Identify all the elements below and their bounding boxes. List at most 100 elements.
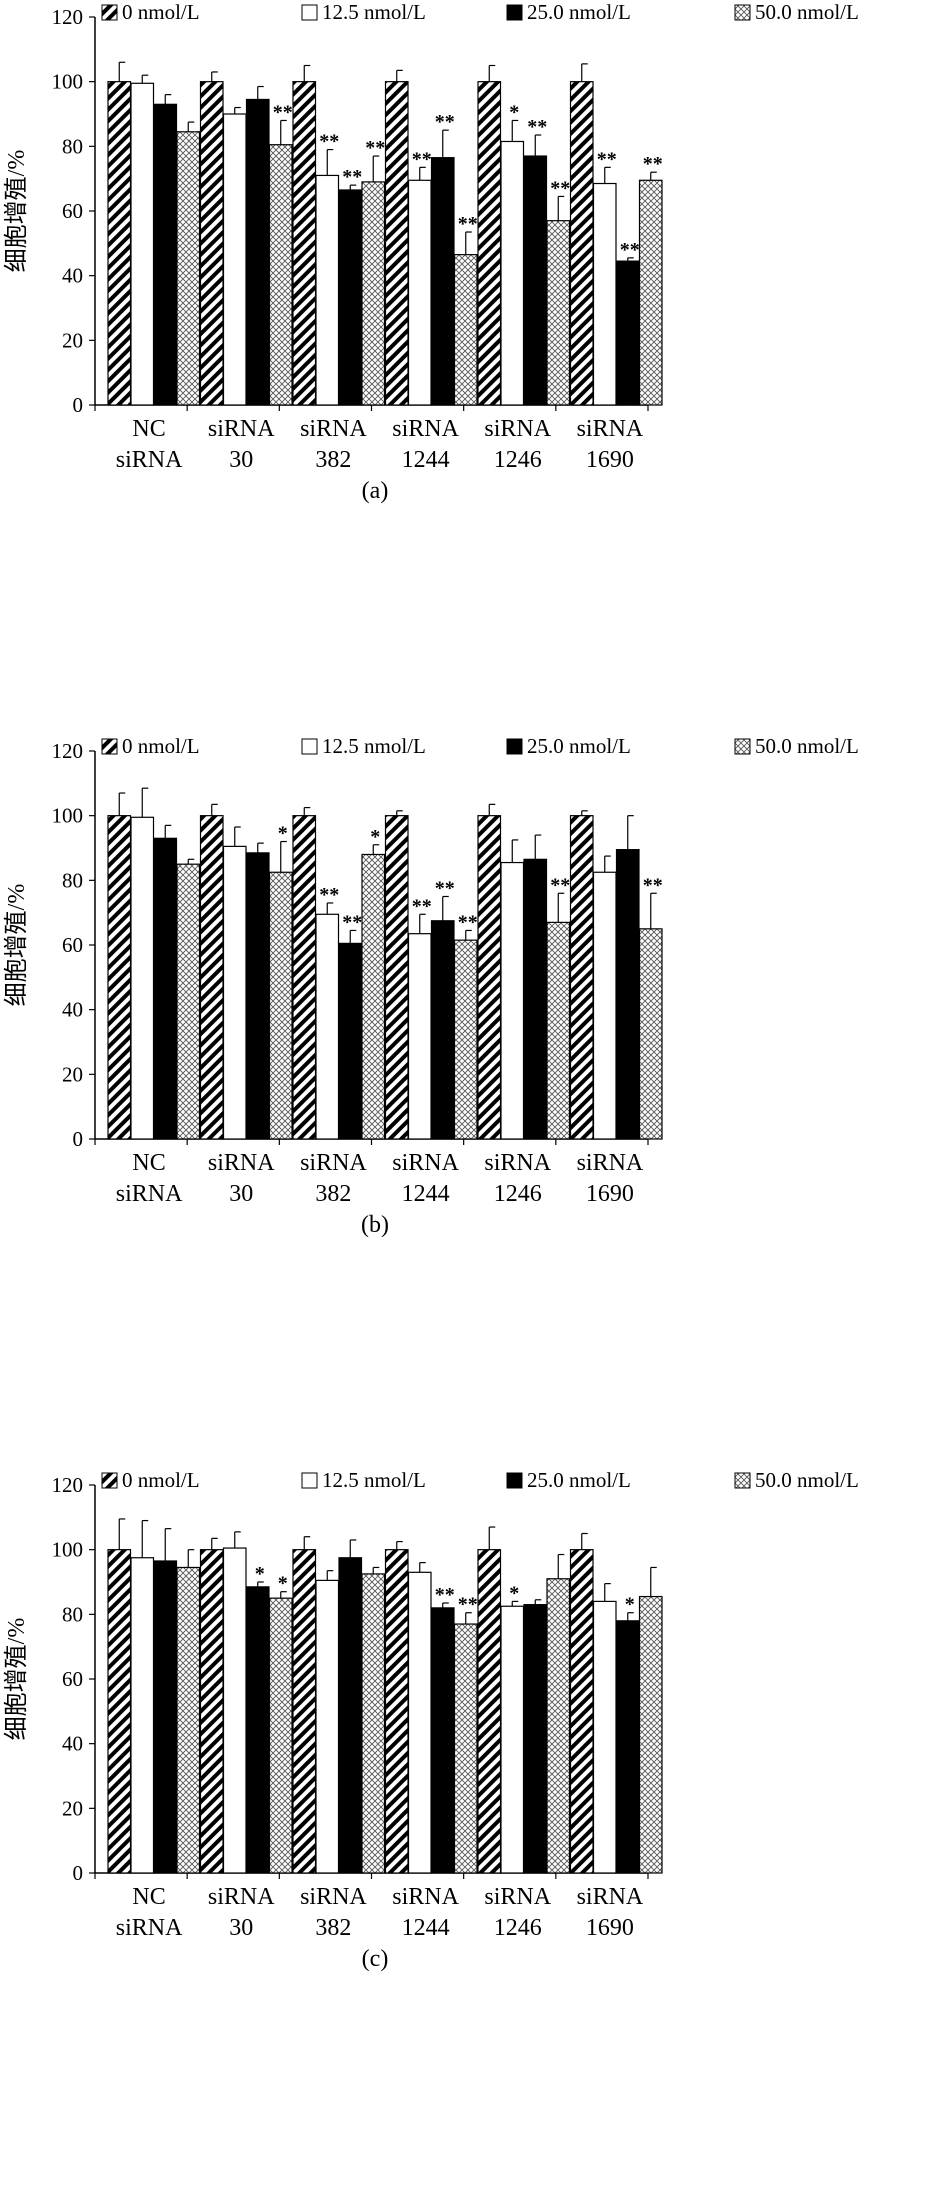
bar: [268, 1597, 293, 1874]
bar: [592, 182, 617, 406]
legend-swatch: [506, 738, 523, 755]
bar: [477, 81, 502, 406]
y-axis-title: 细胞增殖/%: [3, 1618, 30, 1741]
chart-panel: 0 nmol/L 12.5 nmol/L 25.0 nmol/L 50.0 nmol/…: [3, 0, 859, 504]
category-label: 382: [315, 1181, 351, 1207]
bar: [407, 933, 432, 1140]
y-tick-label: 120: [52, 5, 84, 29]
bar: [523, 858, 548, 1140]
bar: [430, 920, 455, 1140]
legend-label: 12.5 nmol/L: [322, 1468, 426, 1492]
bar: [384, 815, 409, 1140]
chart-panel: 0 nmol/L 12.5 nmol/L 25.0 nmol/L 50.0 nmol/…: [3, 1468, 859, 1972]
bar: [430, 157, 455, 406]
legend-label: 50.0 nmol/L: [755, 1468, 859, 1492]
bar: [453, 939, 478, 1140]
category-label: siRNA: [577, 1150, 644, 1176]
bar: [361, 1573, 386, 1874]
significance-mark: *: [509, 101, 519, 123]
category-label: siRNA: [300, 1150, 367, 1176]
category-label: 382: [315, 1915, 351, 1941]
category-label: siRNA: [577, 416, 644, 442]
category-label: siRNA: [484, 416, 551, 442]
significance-mark: **: [319, 884, 339, 906]
significance-mark: **: [550, 177, 570, 199]
y-tick-label: 60: [62, 1667, 83, 1691]
category-label: 1690: [586, 447, 634, 473]
bar: [384, 1549, 409, 1874]
bar: [107, 81, 132, 406]
legend-label: 12.5 nmol/L: [322, 734, 426, 758]
bar: [268, 144, 293, 406]
bar: [384, 81, 409, 406]
category-label: 30: [229, 1181, 253, 1207]
significance-mark: *: [509, 1582, 519, 1604]
bar: [153, 1560, 178, 1874]
legend-swatch: [506, 4, 523, 21]
y-tick-label: 40: [62, 1732, 83, 1756]
significance-mark: **: [435, 1584, 455, 1606]
category-label: siRNA: [208, 416, 275, 442]
legend-swatch: [101, 738, 118, 755]
y-tick-label: 0: [73, 1127, 84, 1151]
bar: [546, 921, 571, 1140]
bar: [453, 1623, 478, 1874]
significance-mark: **: [365, 137, 385, 159]
bar: [176, 1566, 201, 1874]
legend-swatch: [734, 1472, 751, 1489]
bar: [315, 174, 340, 406]
bar: [245, 98, 270, 406]
bar: [222, 113, 247, 406]
bar: [407, 1571, 432, 1874]
significance-mark: **: [435, 111, 455, 133]
significance-mark: **: [412, 148, 432, 170]
y-tick-label: 100: [52, 1538, 84, 1562]
category-label: 1244: [402, 1915, 450, 1941]
significance-mark: *: [278, 1573, 288, 1595]
y-axis-title: 细胞增殖/%: [3, 884, 30, 1007]
significance-mark: *: [255, 1563, 265, 1585]
bar: [199, 1549, 224, 1874]
y-tick-label: 120: [52, 1473, 84, 1497]
bar: [569, 1549, 594, 1874]
significance-mark: **: [435, 878, 455, 900]
legend-label: 25.0 nmol/L: [527, 0, 631, 24]
bar: [569, 81, 594, 406]
bar: [546, 1578, 571, 1874]
bar: [268, 871, 293, 1140]
bar: [292, 1549, 317, 1874]
bar: [615, 849, 640, 1140]
y-tick-label: 0: [73, 393, 84, 417]
bar: [523, 1604, 548, 1874]
category-label: siRNA: [484, 1884, 551, 1910]
legend-swatch: [734, 4, 751, 21]
legend-swatch: [101, 1472, 118, 1489]
category-label: 30: [229, 1915, 253, 1941]
bar: [453, 254, 478, 406]
category-label: 1244: [402, 1181, 450, 1207]
legend-swatch: [301, 4, 318, 21]
chart-panel: 0 nmol/L 12.5 nmol/L 25.0 nmol/L 50.0 nmol/…: [3, 734, 859, 1238]
bar: [107, 1549, 132, 1874]
bar: [523, 155, 548, 406]
y-tick-label: 100: [52, 70, 84, 94]
category-label: NC: [132, 1150, 165, 1176]
category-label: 1690: [586, 1915, 634, 1941]
category-label: siRNA: [392, 1150, 459, 1176]
category-label: 1246: [494, 447, 542, 473]
significance-mark: **: [458, 1594, 478, 1616]
legend-label: 0 nmol/L: [122, 734, 200, 758]
category-label: 1246: [494, 1181, 542, 1207]
legend-swatch: [506, 1472, 523, 1489]
category-label: siRNA: [300, 416, 367, 442]
category-label: siRNA: [208, 1884, 275, 1910]
legend-label: 25.0 nmol/L: [527, 734, 631, 758]
bar: [292, 81, 317, 406]
significance-mark: **: [620, 239, 640, 261]
significance-mark: **: [342, 166, 362, 188]
significance-mark: *: [370, 826, 380, 848]
significance-mark: **: [458, 213, 478, 235]
y-tick-label: 60: [62, 199, 83, 223]
bar: [153, 837, 178, 1140]
bar: [176, 131, 201, 406]
